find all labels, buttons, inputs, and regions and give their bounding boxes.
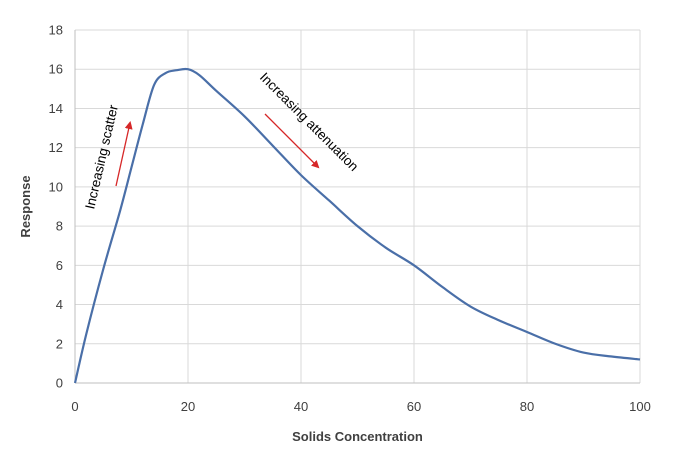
y-tick-label: 4 <box>56 297 63 312</box>
x-tick-label: 40 <box>294 399 308 414</box>
x-tick-label: 20 <box>181 399 195 414</box>
y-tick-label: 14 <box>49 101 63 116</box>
x-tick-label: 0 <box>71 399 78 414</box>
y-tick-label: 8 <box>56 219 63 234</box>
y-tick-label: 12 <box>49 140 63 155</box>
series-line <box>73 67 641 384</box>
y-tick-label: 16 <box>49 62 63 77</box>
axes: 0 2 4 6 8 10 12 14 16 18 0 20 40 60 80 100 <box>49 23 651 415</box>
y-tick-label: 10 <box>49 179 63 194</box>
y-tick-label: 18 <box>49 23 63 38</box>
y-axis-title: Response <box>18 175 33 237</box>
y-tick-label: 2 <box>56 336 63 351</box>
annotations: Increasing scatter Increasing attenuatio… <box>82 70 361 211</box>
attenuation-arrow <box>264 113 320 169</box>
annotation-increasing-scatter: Increasing scatter <box>82 103 121 211</box>
x-tick-label: 60 <box>407 399 421 414</box>
series-layer <box>73 67 641 384</box>
y-tick-label: 0 <box>56 376 63 391</box>
grid <box>75 29 641 383</box>
x-axis-title: Solids Concentration <box>292 429 423 444</box>
scatter-arrow <box>115 121 133 187</box>
y-tick-label: 6 <box>56 258 63 273</box>
x-tick-label: 100 <box>629 399 651 414</box>
x-tick-label: 80 <box>520 399 534 414</box>
